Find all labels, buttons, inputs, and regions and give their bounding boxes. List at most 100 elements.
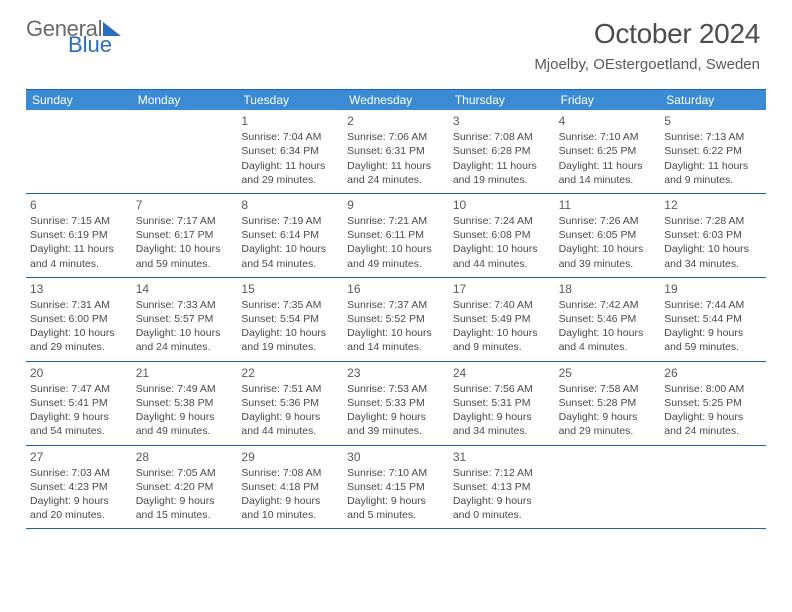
daylight-line: Daylight: 11 hours and 9 minutes. (664, 159, 762, 187)
week-row: 6Sunrise: 7:15 AMSunset: 6:19 PMDaylight… (26, 194, 766, 278)
sunset-line: Sunset: 4:23 PM (30, 480, 128, 494)
weeks-container: 1Sunrise: 7:04 AMSunset: 6:34 PMDaylight… (26, 110, 766, 529)
calendar-cell (555, 446, 661, 529)
calendar-cell (26, 110, 132, 193)
sunset-line: Sunset: 6:25 PM (559, 144, 657, 158)
calendar-cell: 29Sunrise: 7:08 AMSunset: 4:18 PMDayligh… (237, 446, 343, 529)
calendar-cell: 28Sunrise: 7:05 AMSunset: 4:20 PMDayligh… (132, 446, 238, 529)
calendar-cell: 16Sunrise: 7:37 AMSunset: 5:52 PMDayligh… (343, 278, 449, 361)
daylight-line: Daylight: 9 hours and 34 minutes. (453, 410, 551, 438)
calendar-cell: 11Sunrise: 7:26 AMSunset: 6:05 PMDayligh… (555, 194, 661, 277)
sunset-line: Sunset: 6:05 PM (559, 228, 657, 242)
daylight-line: Daylight: 10 hours and 54 minutes. (241, 242, 339, 270)
day-number: 10 (453, 197, 551, 213)
calendar-cell: 27Sunrise: 7:03 AMSunset: 4:23 PMDayligh… (26, 446, 132, 529)
sunset-line: Sunset: 5:52 PM (347, 312, 445, 326)
sunset-line: Sunset: 5:54 PM (241, 312, 339, 326)
calendar-cell: 26Sunrise: 8:00 AMSunset: 5:25 PMDayligh… (660, 362, 766, 445)
week-row: 1Sunrise: 7:04 AMSunset: 6:34 PMDaylight… (26, 110, 766, 194)
sunrise-line: Sunrise: 7:06 AM (347, 130, 445, 144)
calendar-cell: 22Sunrise: 7:51 AMSunset: 5:36 PMDayligh… (237, 362, 343, 445)
sunset-line: Sunset: 5:49 PM (453, 312, 551, 326)
day-number: 14 (136, 281, 234, 297)
daylight-line: Daylight: 10 hours and 24 minutes. (136, 326, 234, 354)
calendar-cell: 4Sunrise: 7:10 AMSunset: 6:25 PMDaylight… (555, 110, 661, 193)
sunset-line: Sunset: 6:08 PM (453, 228, 551, 242)
day-number: 5 (664, 113, 762, 129)
day-number: 6 (30, 197, 128, 213)
sunset-line: Sunset: 6:31 PM (347, 144, 445, 158)
sunset-line: Sunset: 6:34 PM (241, 144, 339, 158)
sunset-line: Sunset: 5:46 PM (559, 312, 657, 326)
day-number: 25 (559, 365, 657, 381)
sunrise-line: Sunrise: 7:26 AM (559, 214, 657, 228)
calendar-cell: 1Sunrise: 7:04 AMSunset: 6:34 PMDaylight… (237, 110, 343, 193)
daylight-line: Daylight: 9 hours and 49 minutes. (136, 410, 234, 438)
calendar-cell: 2Sunrise: 7:06 AMSunset: 6:31 PMDaylight… (343, 110, 449, 193)
sunrise-line: Sunrise: 7:08 AM (241, 466, 339, 480)
day-number: 11 (559, 197, 657, 213)
daylight-line: Daylight: 10 hours and 4 minutes. (559, 326, 657, 354)
sunset-line: Sunset: 6:28 PM (453, 144, 551, 158)
daylight-line: Daylight: 9 hours and 0 minutes. (453, 494, 551, 522)
sunset-line: Sunset: 6:22 PM (664, 144, 762, 158)
sunset-line: Sunset: 5:41 PM (30, 396, 128, 410)
sunset-line: Sunset: 6:00 PM (30, 312, 128, 326)
day-number: 20 (30, 365, 128, 381)
daylight-line: Daylight: 9 hours and 59 minutes. (664, 326, 762, 354)
day-number: 26 (664, 365, 762, 381)
daylight-line: Daylight: 9 hours and 44 minutes. (241, 410, 339, 438)
week-row: 13Sunrise: 7:31 AMSunset: 6:00 PMDayligh… (26, 278, 766, 362)
day-number: 23 (347, 365, 445, 381)
daylight-line: Daylight: 9 hours and 15 minutes. (136, 494, 234, 522)
daylight-line: Daylight: 9 hours and 5 minutes. (347, 494, 445, 522)
sunrise-line: Sunrise: 7:24 AM (453, 214, 551, 228)
calendar-cell: 25Sunrise: 7:58 AMSunset: 5:28 PMDayligh… (555, 362, 661, 445)
calendar-cell: 19Sunrise: 7:44 AMSunset: 5:44 PMDayligh… (660, 278, 766, 361)
day-number: 4 (559, 113, 657, 129)
calendar-cell: 23Sunrise: 7:53 AMSunset: 5:33 PMDayligh… (343, 362, 449, 445)
calendar-cell: 13Sunrise: 7:31 AMSunset: 6:00 PMDayligh… (26, 278, 132, 361)
daylight-line: Daylight: 10 hours and 14 minutes. (347, 326, 445, 354)
day-number: 21 (136, 365, 234, 381)
sunset-line: Sunset: 4:15 PM (347, 480, 445, 494)
day-number: 3 (453, 113, 551, 129)
title-block: October 2024 Mjoelby, OEstergoetland, Sw… (534, 18, 760, 73)
daylight-line: Daylight: 10 hours and 34 minutes. (664, 242, 762, 270)
day-header-cell: Wednesday (343, 90, 449, 110)
sunrise-line: Sunrise: 7:47 AM (30, 382, 128, 396)
sunset-line: Sunset: 6:14 PM (241, 228, 339, 242)
sunset-line: Sunset: 5:57 PM (136, 312, 234, 326)
daylight-line: Daylight: 10 hours and 9 minutes. (453, 326, 551, 354)
day-number: 31 (453, 449, 551, 465)
sunrise-line: Sunrise: 7:12 AM (453, 466, 551, 480)
sunrise-line: Sunrise: 7:10 AM (347, 466, 445, 480)
sunrise-line: Sunrise: 7:42 AM (559, 298, 657, 312)
daylight-line: Daylight: 10 hours and 59 minutes. (136, 242, 234, 270)
day-number: 9 (347, 197, 445, 213)
sunrise-line: Sunrise: 7:21 AM (347, 214, 445, 228)
daylight-line: Daylight: 9 hours and 24 minutes. (664, 410, 762, 438)
sunset-line: Sunset: 5:38 PM (136, 396, 234, 410)
location-label: Mjoelby, OEstergoetland, Sweden (534, 56, 760, 73)
week-row: 27Sunrise: 7:03 AMSunset: 4:23 PMDayligh… (26, 446, 766, 530)
calendar-cell: 9Sunrise: 7:21 AMSunset: 6:11 PMDaylight… (343, 194, 449, 277)
sunset-line: Sunset: 5:33 PM (347, 396, 445, 410)
day-number: 7 (136, 197, 234, 213)
day-header-cell: Thursday (449, 90, 555, 110)
day-number: 12 (664, 197, 762, 213)
day-header-cell: Tuesday (237, 90, 343, 110)
sunrise-line: Sunrise: 7:49 AM (136, 382, 234, 396)
daylight-line: Daylight: 10 hours and 39 minutes. (559, 242, 657, 270)
day-header-cell: Friday (555, 90, 661, 110)
sunrise-line: Sunrise: 7:15 AM (30, 214, 128, 228)
daylight-line: Daylight: 9 hours and 54 minutes. (30, 410, 128, 438)
daylight-line: Daylight: 10 hours and 29 minutes. (30, 326, 128, 354)
day-number: 30 (347, 449, 445, 465)
calendar-cell (660, 446, 766, 529)
daylight-line: Daylight: 11 hours and 14 minutes. (559, 159, 657, 187)
day-number: 15 (241, 281, 339, 297)
sunrise-line: Sunrise: 7:03 AM (30, 466, 128, 480)
sunrise-line: Sunrise: 7:04 AM (241, 130, 339, 144)
sunrise-line: Sunrise: 7:40 AM (453, 298, 551, 312)
